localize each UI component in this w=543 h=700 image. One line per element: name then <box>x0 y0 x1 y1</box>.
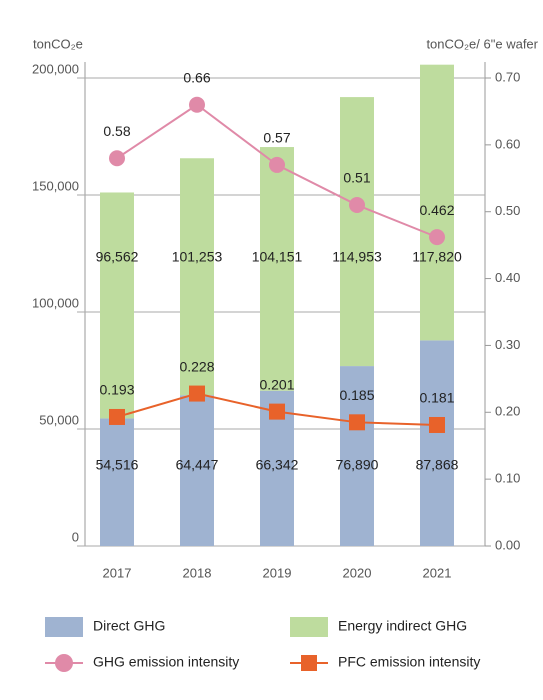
marker <box>189 96 205 113</box>
bar-segment <box>100 192 134 419</box>
x-tick-label: 2019 <box>263 565 292 580</box>
y2-tick-label: 0.60 <box>495 136 520 151</box>
data-label: 54,516 <box>96 457 139 473</box>
marker <box>349 414 365 431</box>
data-label: 104,151 <box>252 249 303 265</box>
y-tick-label: 0 <box>72 529 79 544</box>
data-label: 0.201 <box>259 376 294 392</box>
legend-swatch <box>290 617 328 637</box>
bar-segment <box>100 418 134 546</box>
marker <box>109 408 125 425</box>
legend-swatch <box>55 654 73 672</box>
data-label: 0.228 <box>179 358 214 374</box>
bar-segment <box>420 64 454 341</box>
y-tick-label: 200,000 <box>32 61 79 76</box>
legend-swatch <box>45 617 83 637</box>
data-label: 0.51 <box>343 170 370 186</box>
y2-axis-title: tonCO₂e/ 6"e wafer <box>426 36 538 51</box>
y2-tick-label: 0.50 <box>495 203 520 218</box>
data-label: 0.462 <box>419 202 454 218</box>
marker <box>109 150 125 167</box>
bar-segment <box>340 366 374 546</box>
data-label: 0.57 <box>263 130 290 146</box>
data-label: 64,447 <box>176 457 219 473</box>
legend-swatch <box>301 655 317 671</box>
y-tick-label: 50,000 <box>39 412 79 427</box>
data-label: 114,953 <box>332 249 382 265</box>
x-tick-label: 2021 <box>423 565 452 580</box>
x-tick-label: 2020 <box>343 565 372 580</box>
y2-tick-label: 0.30 <box>495 337 520 352</box>
x-tick-label: 2018 <box>183 565 212 580</box>
data-label: 0.193 <box>99 382 134 398</box>
marker <box>269 156 285 173</box>
bar-segment <box>260 147 294 391</box>
data-label: 76,890 <box>336 457 379 473</box>
bar-segment <box>340 97 374 367</box>
legend-label: Energy indirect GHG <box>338 618 467 634</box>
data-label: 117,820 <box>412 249 462 265</box>
data-label: 0.66 <box>183 69 210 85</box>
data-label: 0.181 <box>419 390 454 406</box>
data-label: 101,253 <box>172 249 223 265</box>
data-label: 0.58 <box>103 123 130 139</box>
marker <box>349 197 365 214</box>
y2-tick-label: 0.40 <box>495 270 520 285</box>
data-label: 96,562 <box>96 249 139 265</box>
y-tick-label: 100,000 <box>32 295 79 310</box>
bar-segment <box>180 158 214 396</box>
bar-segment <box>420 340 454 546</box>
legend-label: PFC emission intensity <box>338 654 480 670</box>
y2-tick-label: 0.70 <box>495 69 520 84</box>
x-tick-label: 2017 <box>103 565 132 580</box>
marker <box>429 416 445 433</box>
marker <box>189 385 205 402</box>
data-label: 87,868 <box>416 457 459 473</box>
y2-tick-label: 0.00 <box>495 537 520 552</box>
legend-label: GHG emission intensity <box>93 654 239 670</box>
y2-tick-label: 0.10 <box>495 471 520 486</box>
y-tick-label: 150,000 <box>32 178 79 193</box>
data-label: 0.185 <box>339 387 374 403</box>
y-axis-title: tonCO₂e <box>33 36 83 51</box>
legend-label: Direct GHG <box>93 618 165 634</box>
y2-tick-label: 0.20 <box>495 404 520 419</box>
marker <box>429 229 445 246</box>
marker <box>269 403 285 420</box>
bar-segment <box>180 395 214 546</box>
data-label: 66,342 <box>256 457 299 473</box>
